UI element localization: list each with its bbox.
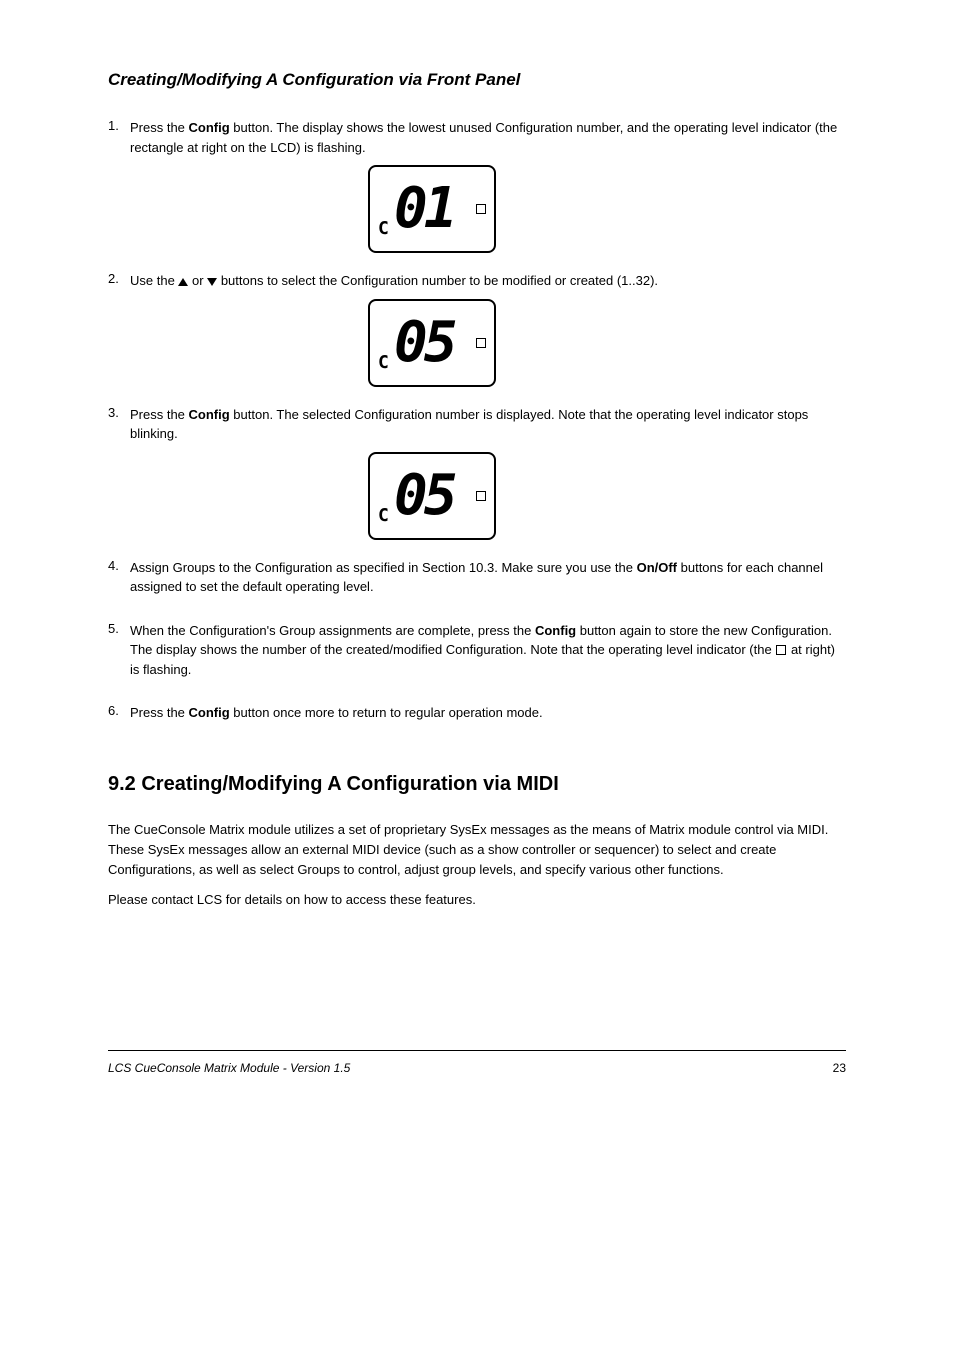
arrow-down-icon [207, 278, 217, 286]
page-footer: LCS CueConsole Matrix Module - Version 1… [108, 1050, 846, 1075]
square-icon [776, 645, 786, 655]
paragraph-1: The CueConsole Matrix module utilizes a … [108, 820, 846, 880]
step-5: 5. When the Configuration's Group assign… [108, 621, 846, 680]
step-text: Press the Config button. The display sho… [130, 118, 846, 157]
operating-level-indicator-icon [476, 491, 486, 501]
lcd-value: 05 [394, 315, 453, 371]
page-number: 23 [833, 1061, 846, 1075]
step-text: Assign Groups to the Configuration as sp… [130, 558, 846, 597]
arrow-up-icon [178, 278, 188, 286]
lcd-value: 01 [394, 181, 453, 237]
lcd-prefix: C [378, 218, 389, 239]
step-number: 6. [108, 703, 130, 718]
lcd-value: 05 [394, 468, 453, 524]
step-6: 6. Press the Config button once more to … [108, 703, 846, 723]
step-2: 2. Use the or buttons to select the Conf… [108, 271, 846, 291]
step-text: When the Configuration's Group assignmen… [130, 621, 846, 680]
lcd-display-3: C 05 [368, 452, 496, 540]
paragraph-2: Please contact LCS for details on how to… [108, 890, 846, 910]
operating-level-indicator-icon [476, 338, 486, 348]
step-1: 1. Press the Config button. The display … [108, 118, 846, 157]
lcd-display-2: C 05 [368, 299, 496, 387]
step-number: 3. [108, 405, 130, 420]
step-3: 3. Press the Config button. The selected… [108, 405, 846, 444]
footer-doc-title: LCS CueConsole Matrix Module - Version 1… [108, 1061, 350, 1075]
step-number: 5. [108, 621, 130, 636]
step-4: 4. Assign Groups to the Configuration as… [108, 558, 846, 597]
step-text: Press the Config button. The selected Co… [130, 405, 846, 444]
heading-9-2: 9.2 Creating/Modifying A Configuration v… [108, 773, 846, 796]
step-text: Use the or buttons to select the Configu… [130, 271, 846, 291]
lcd-display-1: C 01 [368, 165, 496, 253]
step-number: 2. [108, 271, 130, 286]
operating-level-indicator-icon [476, 204, 486, 214]
lcd-prefix: C [378, 352, 389, 373]
step-number: 1. [108, 118, 130, 133]
section-title: Creating/Modifying A Configuration via F… [108, 70, 846, 90]
step-text: Press the Config button once more to ret… [130, 703, 846, 723]
step-number: 4. [108, 558, 130, 573]
lcd-prefix: C [378, 505, 389, 526]
